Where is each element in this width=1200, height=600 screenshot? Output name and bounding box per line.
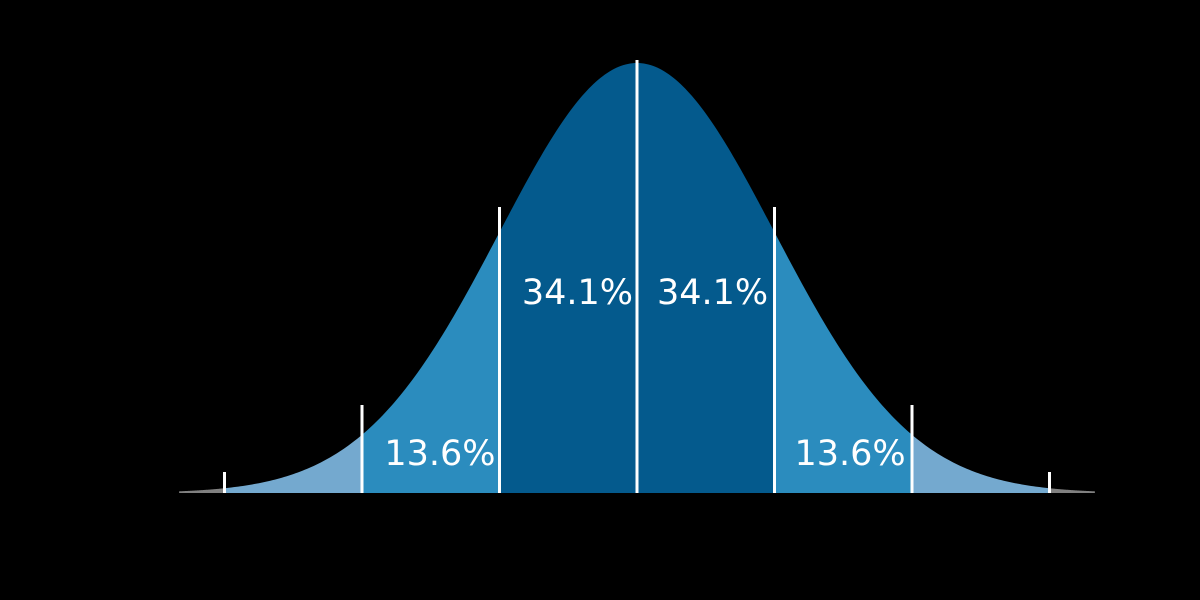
region-label-3: 34.1% <box>657 273 768 313</box>
region-1 <box>362 232 500 493</box>
region-3 <box>637 63 775 493</box>
region-label-4: 13.6% <box>795 434 906 474</box>
region-5 <box>912 434 1050 493</box>
region-4 <box>774 232 912 493</box>
region-label-2: 34.1% <box>522 273 633 313</box>
region-0 <box>224 434 362 493</box>
tail-region-right <box>1049 488 1095 493</box>
tail-region-left <box>179 488 225 493</box>
region-label-1: 13.6% <box>384 434 495 474</box>
region-2 <box>499 63 637 493</box>
